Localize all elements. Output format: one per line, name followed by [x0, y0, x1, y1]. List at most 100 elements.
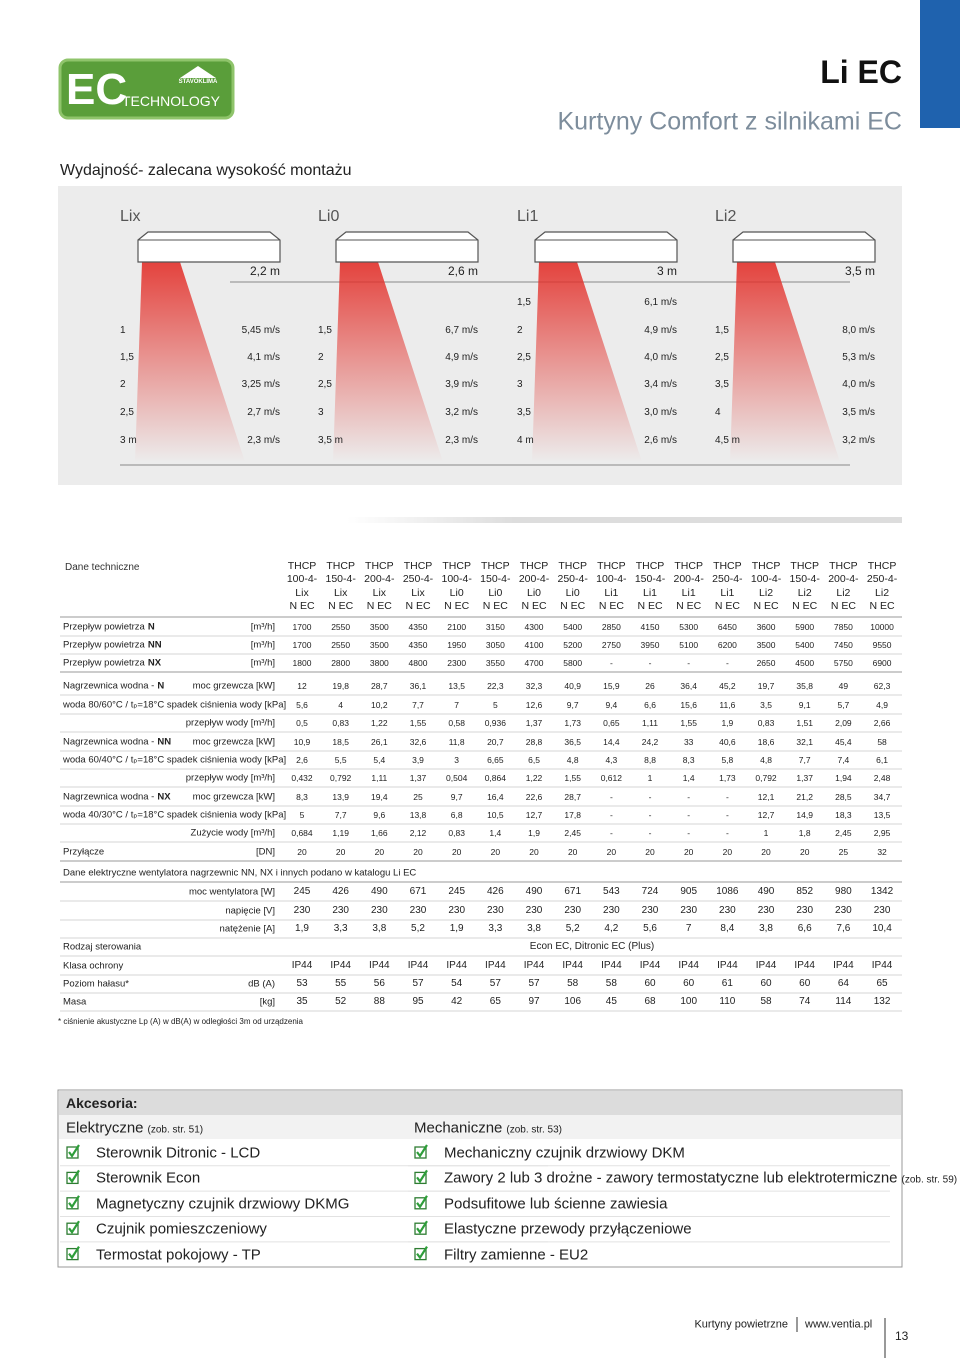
- cell: 10,4: [872, 923, 892, 934]
- text: woda 60/40°C / tₚ=18°C spadek ciśnienia …: [63, 754, 287, 766]
- code: N: [147, 621, 155, 633]
- air-speed: 3,2 m/s: [842, 435, 875, 446]
- cell: 106: [564, 996, 582, 1007]
- cell: 230: [641, 905, 659, 916]
- model-name: 200-4-: [518, 573, 550, 586]
- model-name: Li0: [527, 586, 542, 599]
- row-unit: natężenie [A]: [219, 923, 275, 935]
- cell: 6,8: [450, 809, 463, 820]
- air-speed: 6,7 m/s: [445, 325, 478, 336]
- checkmark: [68, 1246, 80, 1260]
- cell: 45: [605, 996, 617, 1007]
- cell: 1700: [292, 639, 312, 650]
- cell: 3,3: [333, 923, 348, 934]
- cell: IP44: [523, 960, 545, 971]
- text: Nagrzewnica wodna -: [63, 736, 155, 748]
- model-name: THCP: [867, 559, 897, 572]
- curtain: [732, 231, 876, 263]
- cell: 62,3: [873, 680, 891, 691]
- row-unit: napięcie [V]: [225, 905, 275, 917]
- text: Mechaniczny czujnik drzwiowy DKM: [444, 1144, 685, 1162]
- cell: -: [725, 791, 729, 802]
- air-speed: 4,0 m/s: [842, 379, 875, 390]
- air-speed: 2,3 m/s: [445, 435, 478, 446]
- text: Przepływ powietrza: [63, 621, 145, 633]
- air-speed: 3,25 m/s: [241, 379, 280, 390]
- cell: 5200: [563, 639, 583, 650]
- cell: -: [687, 791, 691, 802]
- cell: 35,8: [796, 680, 813, 691]
- row-label: woda 60/40°C / tₚ=18°C spadek ciśnienia …: [63, 755, 286, 765]
- cell: 2,66: [873, 717, 891, 728]
- cell: -: [609, 657, 613, 668]
- row-unit: Zużycie wody [m³/h]: [190, 827, 275, 839]
- cell: 0,83: [332, 717, 349, 728]
- cell: 4350: [408, 621, 428, 632]
- cell: 5,5: [334, 754, 347, 765]
- text: Magnetyczny czujnik drzwiowy DKMG: [96, 1195, 350, 1213]
- cell: -: [609, 791, 613, 802]
- cell: 5,2: [411, 923, 425, 934]
- cell: 9,1: [798, 699, 811, 710]
- distance: 4 m: [517, 435, 534, 446]
- cell: 2550: [331, 639, 351, 650]
- section-title: Wydajność- zalecana wysokość montażu: [60, 162, 352, 179]
- cell: IP44: [717, 960, 738, 971]
- air-speed: 4,9 m/s: [644, 325, 677, 336]
- cell: 22,3: [487, 680, 504, 691]
- cell: 1,19: [332, 827, 349, 838]
- cell: 11,6: [719, 699, 736, 710]
- model-name: THCP: [519, 559, 549, 572]
- cell: 6,6: [644, 699, 656, 710]
- cell: 10,5: [487, 809, 504, 820]
- checkbox: [414, 1171, 427, 1185]
- cell: 1950: [447, 639, 467, 650]
- cell: 88: [373, 996, 385, 1007]
- code: NX: [147, 657, 162, 669]
- page-title: Li EC: [820, 54, 902, 90]
- cell: 13,5: [873, 809, 891, 820]
- cell: 0,684: [291, 827, 313, 838]
- cell: 100: [680, 996, 698, 1007]
- cell: 3,3: [488, 923, 503, 934]
- checkmark: [416, 1246, 428, 1260]
- cell: 20,7: [487, 736, 504, 747]
- cell: 0,432: [291, 772, 313, 783]
- cell: 6,6: [797, 923, 812, 934]
- acc-item: Sterownik Ditronic - LCD: [96, 1146, 260, 1161]
- code: NX: [157, 791, 171, 803]
- cell: 28,7: [564, 791, 581, 802]
- checkbox: [66, 1146, 79, 1159]
- cell: 45,2: [719, 680, 736, 691]
- row-label: Przyłącze: [63, 847, 104, 857]
- cell: 12: [297, 680, 307, 691]
- cell: -: [687, 827, 691, 838]
- text: Poziom hałasu*: [63, 978, 130, 990]
- model-name: THCP: [365, 559, 394, 572]
- air-speed: 5,3 m/s: [842, 352, 875, 363]
- cell: 0,65: [603, 717, 620, 728]
- checkmark: [416, 1169, 428, 1184]
- cell: 52: [335, 996, 347, 1007]
- cell: 20: [645, 846, 655, 857]
- cell: 4300: [524, 621, 544, 632]
- cell: 13,5: [448, 680, 465, 691]
- cell: 20: [799, 846, 810, 857]
- curtain: [534, 231, 678, 263]
- cell: 12,7: [525, 809, 543, 820]
- cell: 671: [564, 886, 582, 897]
- checkmark: [68, 1195, 80, 1209]
- cell: 8,3: [296, 791, 308, 802]
- cell: 95: [412, 996, 424, 1007]
- code: NN: [157, 736, 172, 748]
- air-speed: 6,1 m/s: [644, 297, 677, 308]
- cell: 5,8: [721, 754, 734, 765]
- model-name: Lix: [333, 586, 348, 599]
- model-name: 200-4-: [828, 573, 859, 586]
- cell: 36,1: [409, 680, 427, 691]
- cell: 1800: [292, 657, 312, 668]
- cell: 0,504: [446, 772, 468, 783]
- row-unit: [DN]: [256, 846, 275, 858]
- cell: 20: [413, 846, 423, 857]
- cell: 6,5: [528, 754, 540, 765]
